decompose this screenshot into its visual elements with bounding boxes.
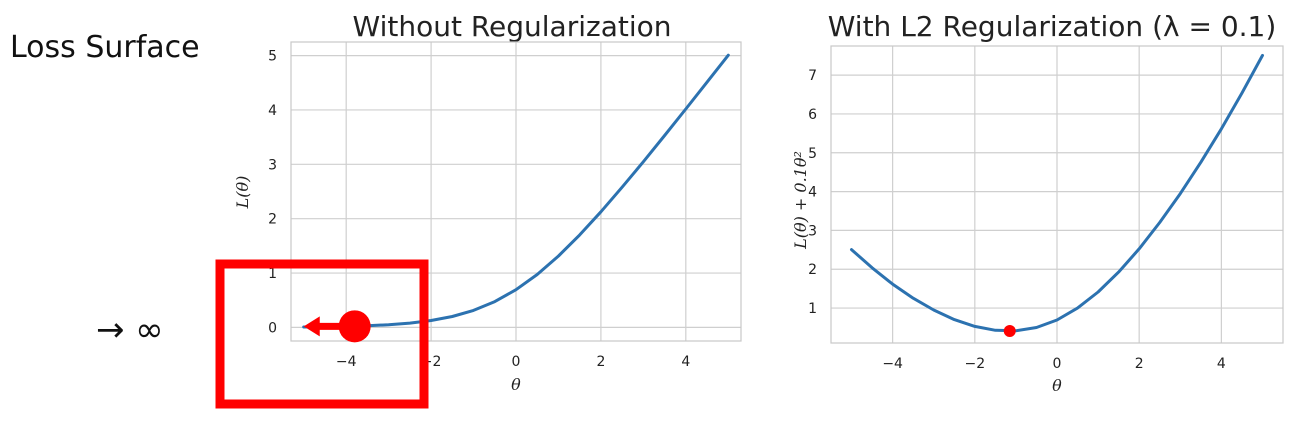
y-tick-label: 4 [808,185,817,201]
y-tick-label: 0 [268,320,277,336]
y-tick-label: 3 [808,223,817,239]
chart-title: With L2 Regularization (λ = 0.1) [828,10,1277,43]
tends-to-infinity-label: → ∞ [96,310,164,350]
slide-title: Loss Surface [10,30,200,65]
y-tick-label: 5 [268,49,277,65]
y-tick-label: 6 [808,107,817,123]
loss-curve [302,53,730,329]
y-axis-label: L(θ) + 0.1θ² [791,151,810,250]
chart-title: Without Regularization [353,10,672,43]
x-tick-label: 0 [1053,356,1062,372]
y-tick-label: 1 [808,301,817,317]
y-tick-label: 3 [268,157,277,173]
y-tick-label: 2 [808,262,817,278]
tick-labels: −4 −2 0 2 4 1 2 3 4 5 6 7 [808,68,1226,372]
x-axis-label: θ [511,375,521,394]
annotations [1003,324,1016,337]
highlight-point [1003,324,1016,337]
highlight-box [215,259,429,409]
y-tick-label: 1 [268,266,277,282]
plot-frame [830,45,1284,344]
y-tick-label: 4 [268,103,277,119]
plot-frame [290,41,742,342]
chart-with-l2-regularization: With L2 Regularization (λ = 0.1) −4 −2 0 2 4… [791,10,1284,395]
x-axis-label: θ [1052,376,1062,395]
x-tick-label: 0 [512,354,521,370]
x-tick-label: −4 [336,354,357,370]
x-tick-label: 4 [1217,356,1226,372]
arrow-head [303,316,320,337]
y-tick-label: 7 [808,68,817,84]
x-tick-label: 4 [681,354,690,370]
grid [831,46,1283,343]
x-tick-label: −2 [964,356,985,372]
y-axis-label: L(θ) [233,176,252,210]
x-tick-label: 2 [1135,356,1144,372]
annotations [215,259,429,409]
regularized-loss-curve [850,53,1264,333]
y-tick-label: 5 [808,146,817,162]
x-tick-label: 2 [596,354,605,370]
grid [291,42,741,341]
y-tick-label: 2 [268,212,277,228]
x-tick-label: −4 [882,356,903,372]
